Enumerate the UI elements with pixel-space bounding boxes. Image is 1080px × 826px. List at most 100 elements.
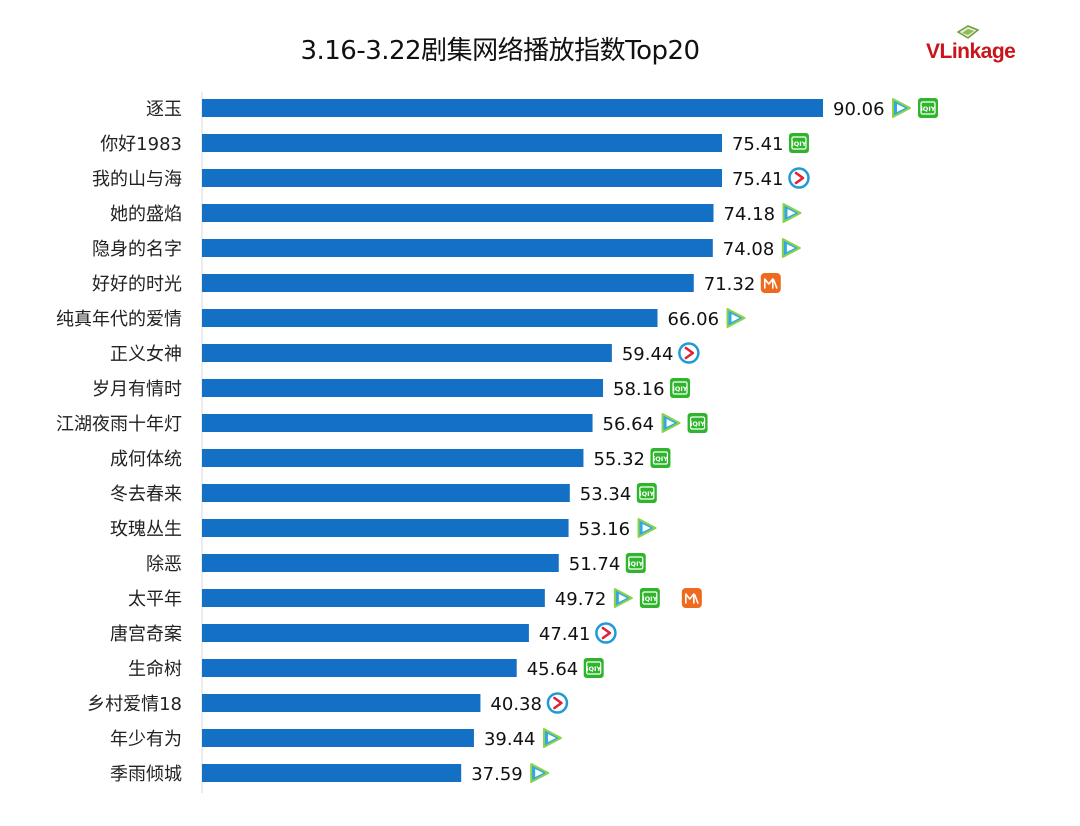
svg-text:iQIY: iQIY [639,490,654,498]
mango-tv-icon [681,588,702,608]
bar [202,694,481,712]
bar-row: 正义女神 59.44 [110,342,700,365]
bar [202,309,658,327]
iqiyi-icon: iQIY [636,483,657,503]
bar [202,554,559,572]
iqiyi-icon: iQIY [639,588,660,608]
category-label: 好好的时光 [92,274,182,295]
value-label: 75.41 [732,134,784,155]
category-label: 冬去春来 [110,484,182,505]
tencent-video-icon [530,763,550,783]
category-label: 她的盛焰 [110,204,182,225]
svg-text:iQIY: iQIY [642,595,657,603]
iqiyi-icon: iQIY [650,448,671,468]
youku-icon [678,342,700,364]
bar [202,624,529,642]
category-label: 生命树 [128,659,182,680]
svg-text:iQIY: iQIY [792,140,807,148]
bar [202,344,612,362]
iqiyi-icon: iQIY [670,378,691,398]
mango-tv-icon [760,273,781,293]
value-label: 53.16 [579,519,631,540]
bar-row: 江湖夜雨十年灯 56.64 iQIY [56,413,708,435]
category-label: 季雨倾城 [110,764,182,785]
youku-icon [546,692,569,714]
value-label: 75.41 [732,169,784,190]
value-label: 71.32 [704,274,756,295]
tencent-video-icon [782,203,802,223]
bar [202,274,694,292]
bar-row: 生命树 45.64 iQIY [128,658,604,680]
bar-row: 我的山与海 75.41 [92,167,810,190]
value-label: 59.44 [622,344,674,365]
category-label: 我的山与海 [92,169,182,190]
bar [202,239,713,257]
bar-row: 成何体统 55.32 iQIY [110,448,671,470]
iqiyi-icon: iQIY [918,98,938,118]
bar-row: 冬去春来 53.34 iQIY [110,483,657,505]
bar [202,519,569,537]
vlinkage-logo: VLinkage [926,24,1036,66]
bar [202,99,823,117]
bar-row: 好好的时光 71.32 [92,273,781,295]
logo-mark-icon [956,25,980,39]
category-label: 逐玉 [146,99,182,120]
tencent-video-icon [892,98,911,118]
bar [202,449,584,467]
iqiyi-icon: iQIY [625,553,646,573]
bar-row: 逐玉 90.06 iQIY [146,98,938,120]
bar [202,134,722,152]
category-label: 乡村爱情18 [87,694,182,715]
svg-text:iQIY: iQIY [921,105,936,113]
bar [202,484,570,502]
value-label: 74.08 [723,239,775,260]
tencent-video-icon [542,728,562,748]
bar-row: 唐宫奇案 47.41 [110,622,617,645]
value-label: 51.74 [569,554,621,575]
youku-icon [788,167,810,189]
value-label: 74.18 [724,204,776,225]
category-label: 年少有为 [110,729,182,750]
bar-row: 玫瑰丛生 53.16 [110,518,657,540]
value-label: 90.06 [833,99,885,120]
value-label: 49.72 [555,589,607,610]
category-label: 成何体统 [110,449,182,470]
bar-row: 隐身的名字 74.08 [92,238,801,260]
bar-row: 你好1983 75.41 iQIY [100,133,809,155]
bar [202,659,517,677]
tencent-video-icon [661,413,681,433]
value-label: 56.64 [603,414,655,435]
category-label: 你好1983 [100,134,182,155]
value-label: 39.44 [484,729,536,750]
category-label: 太平年 [128,589,182,610]
bar-row: 纯真年代的爱情 66.06 [56,308,746,330]
category-label: 唐宫奇案 [110,624,182,645]
bar [202,169,722,187]
iqiyi-icon: iQIY [687,413,708,433]
bar [202,414,593,432]
iqiyi-icon: iQIY [583,658,604,678]
bar [202,729,474,747]
logo-text: VLinkage [926,40,1016,63]
category-label: 岁月有情时 [92,379,182,400]
svg-text:iQIY: iQIY [653,455,668,463]
bar-row: 太平年 49.72 iQIY [128,588,702,610]
bar-row: 她的盛焰 74.18 [110,203,802,225]
value-label: 53.34 [580,484,632,505]
tencent-video-icon [726,308,746,328]
svg-text:iQIY: iQIY [673,385,688,393]
category-label: 纯真年代的爱情 [56,309,182,330]
value-label: 47.41 [539,624,591,645]
bar-row: 年少有为 39.44 [110,728,562,750]
value-label: 37.59 [471,764,523,785]
value-label: 45.64 [527,659,579,680]
bar-row: 乡村爱情18 40.38 [87,692,569,715]
svg-text:iQIY: iQIY [690,420,705,428]
svg-text:iQIY: iQIY [586,665,601,673]
tencent-video-icon [637,518,657,538]
bar [202,379,604,397]
svg-text:iQIY: iQIY [628,560,643,568]
category-label: 除恶 [146,554,182,575]
value-label: 66.06 [668,309,720,330]
